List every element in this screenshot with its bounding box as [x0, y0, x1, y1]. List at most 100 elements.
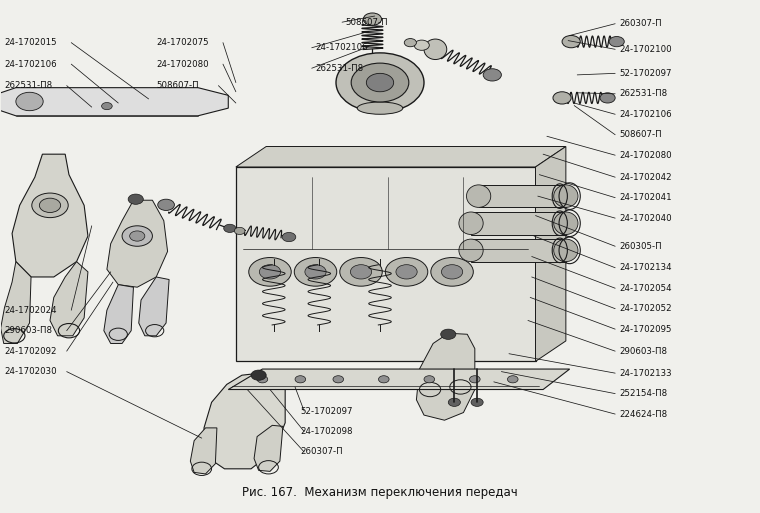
- Text: 24-1702024: 24-1702024: [5, 306, 57, 314]
- Text: 262531-П8: 262531-П8: [5, 81, 52, 90]
- Ellipse shape: [424, 39, 447, 60]
- Circle shape: [350, 265, 372, 279]
- Text: 260307-П: 260307-П: [300, 447, 343, 457]
- Text: 24-1702095: 24-1702095: [619, 325, 672, 333]
- Text: 260307-П: 260307-П: [619, 19, 662, 28]
- Polygon shape: [204, 374, 285, 469]
- Text: 24-1702080: 24-1702080: [157, 60, 209, 69]
- Circle shape: [128, 194, 144, 204]
- Polygon shape: [107, 200, 168, 287]
- Circle shape: [336, 53, 424, 112]
- Circle shape: [404, 38, 416, 47]
- Bar: [471, 212, 566, 234]
- Ellipse shape: [554, 212, 578, 234]
- Circle shape: [363, 13, 382, 25]
- Polygon shape: [254, 425, 283, 471]
- Polygon shape: [1, 262, 31, 344]
- Circle shape: [351, 63, 409, 102]
- Circle shape: [257, 376, 268, 383]
- Circle shape: [431, 258, 473, 286]
- Text: 24-1702054: 24-1702054: [619, 284, 672, 293]
- Bar: [471, 239, 566, 262]
- Circle shape: [470, 376, 480, 383]
- Ellipse shape: [357, 102, 403, 114]
- Circle shape: [442, 265, 463, 279]
- Text: 262531-П8: 262531-П8: [315, 64, 363, 73]
- Ellipse shape: [459, 212, 483, 234]
- Circle shape: [396, 265, 417, 279]
- Text: 24-1702040: 24-1702040: [619, 213, 672, 223]
- Text: 508607-П: 508607-П: [157, 81, 199, 90]
- Ellipse shape: [554, 185, 578, 207]
- Polygon shape: [50, 262, 88, 336]
- Text: 508607-П: 508607-П: [346, 17, 388, 27]
- Text: 24-1702030: 24-1702030: [5, 367, 57, 376]
- Circle shape: [562, 35, 581, 48]
- Text: 24-1702092: 24-1702092: [5, 347, 57, 356]
- Text: 24-1702041: 24-1702041: [619, 193, 672, 202]
- Circle shape: [158, 199, 174, 210]
- Circle shape: [122, 226, 153, 246]
- Ellipse shape: [554, 239, 578, 262]
- Circle shape: [102, 103, 112, 110]
- Circle shape: [40, 198, 61, 212]
- Text: 24-1702098: 24-1702098: [300, 427, 353, 436]
- Polygon shape: [236, 147, 566, 167]
- Text: 24-1702080: 24-1702080: [619, 151, 672, 160]
- Circle shape: [448, 398, 461, 406]
- Polygon shape: [104, 285, 134, 344]
- Circle shape: [251, 370, 266, 380]
- Polygon shape: [361, 93, 399, 108]
- Circle shape: [609, 36, 624, 47]
- Text: 260305-П: 260305-П: [619, 242, 662, 251]
- Text: Рис. 167.  Механизм переключения передач: Рис. 167. Механизм переключения передач: [242, 486, 518, 499]
- Text: 24-1702100: 24-1702100: [619, 45, 672, 54]
- Polygon shape: [190, 428, 217, 474]
- Bar: [236, 167, 536, 361]
- Circle shape: [600, 93, 615, 103]
- Text: 508607-П: 508607-П: [619, 130, 662, 139]
- Circle shape: [366, 73, 394, 92]
- Circle shape: [16, 92, 43, 111]
- Text: 24-1702052: 24-1702052: [619, 304, 672, 313]
- Text: 24-1702134: 24-1702134: [619, 263, 672, 272]
- Polygon shape: [228, 369, 570, 389]
- Text: 252154-П8: 252154-П8: [619, 389, 667, 398]
- Polygon shape: [0, 88, 228, 116]
- Circle shape: [130, 231, 145, 241]
- Circle shape: [249, 258, 291, 286]
- Circle shape: [295, 376, 306, 383]
- Ellipse shape: [467, 185, 491, 207]
- Bar: [479, 185, 566, 207]
- Polygon shape: [139, 277, 169, 336]
- Circle shape: [259, 265, 280, 279]
- Circle shape: [223, 224, 236, 232]
- Text: 24-1702042: 24-1702042: [619, 173, 672, 182]
- Text: 52-1702097: 52-1702097: [300, 406, 353, 416]
- Circle shape: [32, 193, 68, 218]
- Polygon shape: [416, 333, 475, 420]
- Circle shape: [508, 376, 518, 383]
- Text: 290603-П8: 290603-П8: [5, 326, 52, 335]
- Circle shape: [483, 69, 502, 81]
- Text: 24-1702106: 24-1702106: [5, 60, 57, 69]
- Text: 24-1702015: 24-1702015: [5, 38, 57, 47]
- Text: 24-1702075: 24-1702075: [157, 38, 209, 47]
- Circle shape: [294, 258, 337, 286]
- Circle shape: [424, 376, 435, 383]
- Text: 224624-П8: 224624-П8: [619, 409, 667, 419]
- Circle shape: [471, 398, 483, 406]
- Circle shape: [441, 329, 456, 340]
- Circle shape: [305, 265, 326, 279]
- Circle shape: [340, 258, 382, 286]
- Text: 24-1702106: 24-1702106: [315, 43, 368, 52]
- Circle shape: [333, 376, 344, 383]
- Circle shape: [282, 232, 296, 242]
- Circle shape: [414, 40, 429, 50]
- Circle shape: [234, 227, 245, 234]
- Circle shape: [385, 258, 428, 286]
- Text: 24-1702106: 24-1702106: [619, 110, 672, 119]
- Polygon shape: [536, 147, 566, 361]
- Text: 52-1702097: 52-1702097: [619, 69, 672, 78]
- Text: 24-1702133: 24-1702133: [619, 369, 672, 378]
